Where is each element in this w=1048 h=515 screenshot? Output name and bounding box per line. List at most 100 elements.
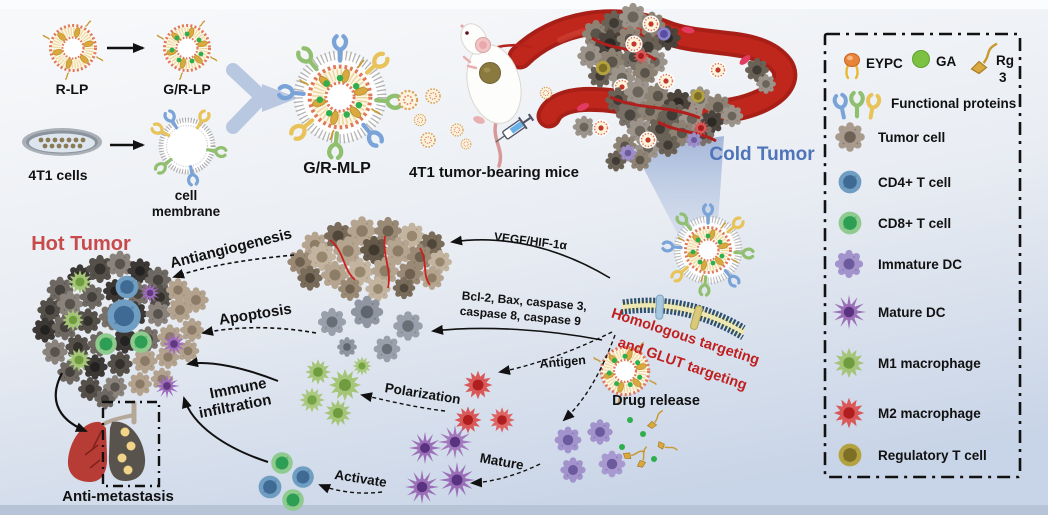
mini-nanoparticle xyxy=(397,89,419,111)
arrow-activate xyxy=(318,484,383,494)
mini-nanoparticle xyxy=(425,88,441,104)
legend-treg-icon xyxy=(838,443,862,467)
right-lung xyxy=(108,421,146,481)
top-band xyxy=(0,0,1048,9)
cold-tumor-lower xyxy=(572,58,776,172)
arrow-antigen-m2 xyxy=(498,331,613,375)
tumor-vessel-crack xyxy=(419,247,431,286)
grlp-label: G/R-LP xyxy=(163,81,210,97)
regulatory-t-cell xyxy=(595,60,611,76)
legend-rg3-label-2: 3 xyxy=(999,70,1007,85)
arrow-bcl xyxy=(431,324,603,341)
legend-eypc-label: EYPC xyxy=(866,56,903,71)
cold-tumor-cluster xyxy=(572,2,776,172)
tumor-capillary xyxy=(609,95,701,120)
mini-nanoparticle xyxy=(420,132,436,148)
targeting-nanoparticle xyxy=(663,205,753,295)
legend-border xyxy=(823,32,1022,479)
legend-cd8-icon xyxy=(838,211,862,235)
grmlp-icon xyxy=(279,36,401,158)
cd4-t-cell xyxy=(107,299,141,333)
nanoparticle-in-tumor xyxy=(591,118,611,138)
metastasis-nodule xyxy=(120,427,130,437)
nanoparticle-in-tumor xyxy=(641,14,661,34)
mouse xyxy=(460,23,533,168)
hot-tumor-label: Hot Tumor xyxy=(31,233,131,255)
metastasis-highlight-box xyxy=(101,400,161,488)
metastasis-nodule xyxy=(126,441,136,451)
legend-row-label: Immature DC xyxy=(878,257,962,272)
angiogenic-tumor-cluster xyxy=(287,216,452,302)
metastasis-nodule xyxy=(117,453,127,463)
legend-immature-dc-icon xyxy=(834,249,864,279)
cell-membrane-label-2: membrane xyxy=(152,204,221,219)
tumor-vessel-crack xyxy=(329,239,356,281)
syringe-icon xyxy=(495,113,535,143)
nanoparticle-in-tumor xyxy=(708,60,728,80)
legend-ga-label: GA xyxy=(936,54,957,69)
mice-label: 4T1 tumor-bearing mice xyxy=(409,164,579,181)
arrow-immune-lower xyxy=(182,396,269,463)
legend-row-label: Mature DC xyxy=(878,305,946,320)
anti-metastasis-label: Anti-metastasis xyxy=(62,488,174,505)
cell-membrane-bar xyxy=(620,294,746,340)
legend-row-label: Tumor cell xyxy=(878,130,945,145)
arrow-vegf xyxy=(450,235,611,279)
cold-tumor-label: Cold Tumor xyxy=(709,144,815,165)
legend-functional-label: Functional proteins xyxy=(891,96,1016,111)
legend-row-label: Regulatory T cell xyxy=(878,448,987,463)
rlp-label: R-LP xyxy=(56,81,89,97)
legend-cd4-icon xyxy=(838,170,862,194)
antigen-label: Antigen xyxy=(539,353,587,371)
legend-row-label: M2 macrophage xyxy=(878,406,981,421)
bottom-band xyxy=(0,505,1048,515)
immature-dc xyxy=(686,132,702,148)
nanoparticle-in-tumor xyxy=(624,34,644,54)
tumor-on-mouse xyxy=(479,62,501,84)
legend-row-label: M1 macrophage xyxy=(878,356,981,371)
grmlp-label: G/R-MLP xyxy=(303,160,371,177)
regulatory-t-cell xyxy=(691,89,705,103)
legend-tumor-cell-icon xyxy=(835,122,865,152)
process-arrows xyxy=(54,235,616,494)
drug-release-label: Drug release xyxy=(612,393,700,409)
left-lung xyxy=(67,421,108,482)
arrow-mature xyxy=(470,463,541,488)
nanoparticle-in-vessel xyxy=(539,86,553,100)
nanoparticle-in-tumor xyxy=(656,71,676,91)
ga-icon xyxy=(912,50,930,68)
cold-tumor-upper xyxy=(577,2,681,97)
mouse-eye xyxy=(465,31,469,35)
petri-dish-icon xyxy=(22,128,102,156)
membrane-channel xyxy=(689,305,703,330)
mini-nanoparticle xyxy=(460,138,472,150)
mini-nanoparticle xyxy=(450,123,464,137)
arrow-antigen-dc xyxy=(562,334,616,422)
arrow-polarization xyxy=(360,392,446,412)
arrow-anti-metastasis xyxy=(54,372,88,433)
legend-row-label: CD8+ T cell xyxy=(878,216,951,231)
tumor-vessel-crack xyxy=(383,235,390,289)
arrow-antiangiogenesis xyxy=(172,254,295,279)
nanoparticle-in-tumor xyxy=(638,130,658,150)
released-drugs xyxy=(619,409,679,470)
tumor-capillary xyxy=(657,120,717,143)
cd8-t-cell xyxy=(130,331,152,353)
cd4-t-cell xyxy=(115,275,139,299)
immature-dc xyxy=(619,144,637,162)
mini-nanoparticle xyxy=(413,113,427,127)
immature-dc xyxy=(657,27,671,41)
tumor-capillary xyxy=(591,36,657,62)
glut-channel xyxy=(655,294,664,320)
legend-panel: EYPC GA Rg 3 Functional proteins Tumor c… xyxy=(823,32,1022,479)
legend-row-label: CD4+ T cell xyxy=(878,175,951,190)
4t1-cells-label: 4T1 cells xyxy=(28,167,87,183)
metastasis-nodule xyxy=(123,465,133,475)
lungs-icon xyxy=(67,400,161,488)
cell-membrane-label-1: cell xyxy=(175,188,198,203)
legend-rg3-label-1: Rg xyxy=(996,53,1014,68)
arrow-immune-upper xyxy=(186,357,279,382)
cd8-t-cell xyxy=(95,333,117,355)
